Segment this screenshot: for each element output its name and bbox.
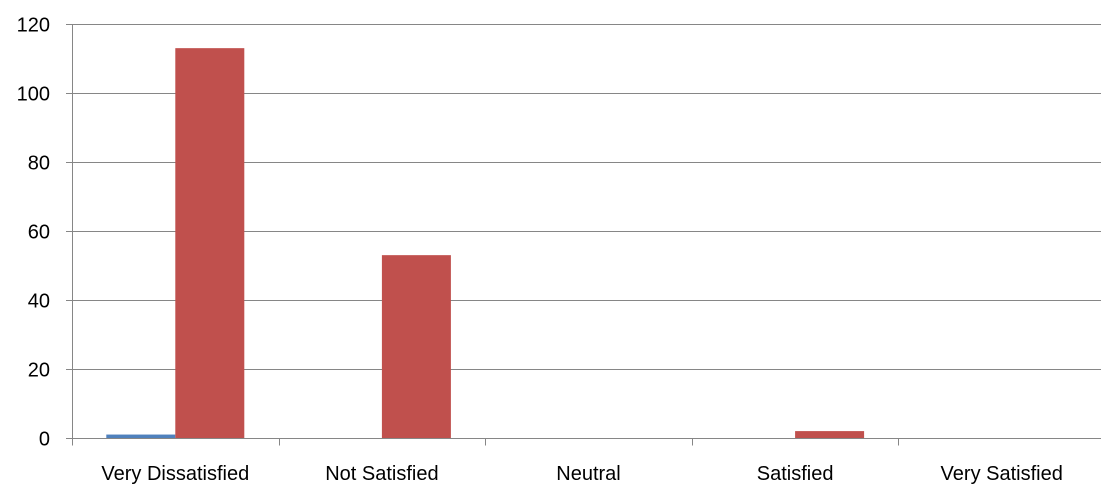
bar-series-2-very-dissatisfied <box>175 48 245 439</box>
x-tick-label: Very Satisfied <box>941 463 1063 485</box>
x-tick-label: Not Satisfied <box>325 463 438 485</box>
x-tick-label: Very Dissatisfied <box>101 463 249 485</box>
bar-series-2-not-satisfied <box>381 255 451 438</box>
y-tick-label: 40 <box>28 291 50 313</box>
bars <box>106 48 865 439</box>
y-tick-label: 20 <box>28 360 50 382</box>
axes <box>66 24 1101 446</box>
y-tick-label: 80 <box>28 153 50 175</box>
y-tick-label: 0 <box>39 429 50 451</box>
bar-series-1-very-dissatisfied <box>106 434 176 438</box>
y-tick-labels: 0 20 40 60 80 100 120 <box>17 15 50 451</box>
y-tick-label: 100 <box>17 84 50 106</box>
bar-series-2-satisfied <box>795 431 865 438</box>
y-tick-label: 60 <box>28 222 50 244</box>
x-tick-label: Satisfied <box>757 463 834 485</box>
y-tick-label: 120 <box>17 15 50 37</box>
x-tick-label: Neutral <box>556 463 620 485</box>
x-tick-labels: Very Dissatisfied Not Satisfied Neutral Sat… <box>101 463 1062 485</box>
